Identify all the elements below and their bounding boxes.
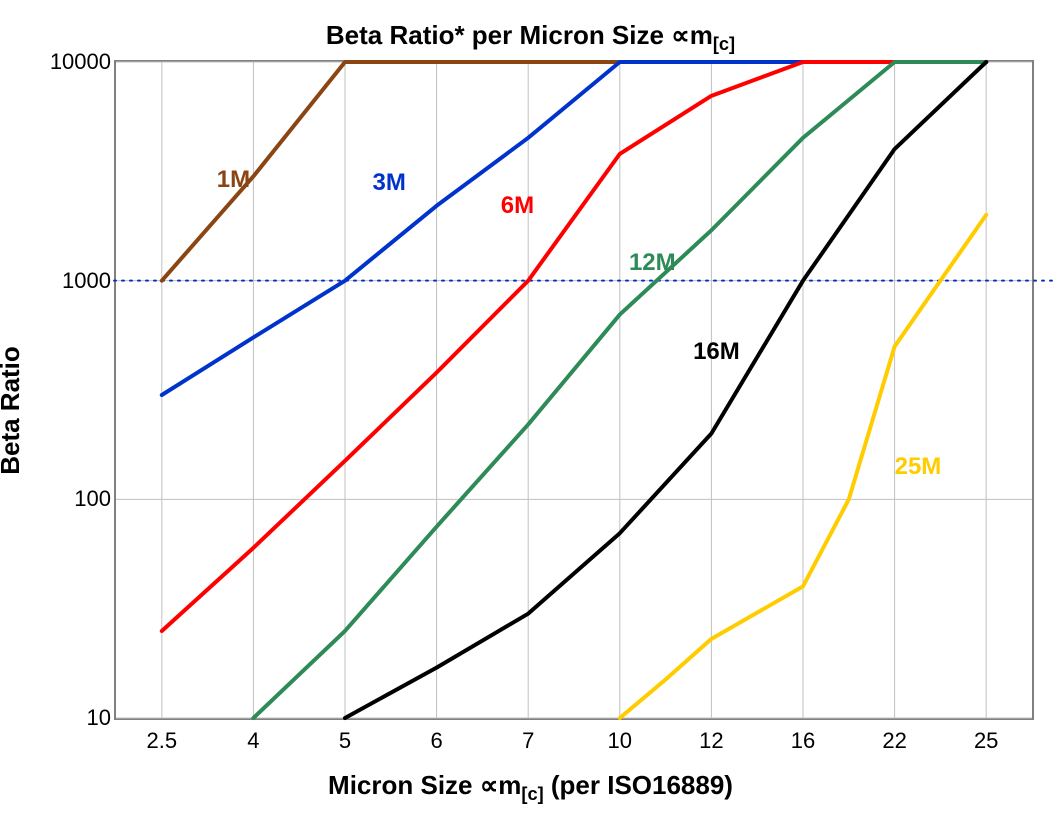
x-tick-label: 7 xyxy=(522,728,534,754)
y-tick-label: 10000 xyxy=(31,49,111,75)
beta-ratio-chart: Beta Ratio* per Micron Size ∝m[c] Beta R… xyxy=(0,0,1061,820)
plot-area: 1M 3M 6M 12M 16M 25M xyxy=(114,60,1034,720)
y-tick-label: 10 xyxy=(31,705,111,731)
y-tick-label: 100 xyxy=(31,486,111,512)
series-line-3M xyxy=(162,62,986,395)
series-label-12M: 12M xyxy=(629,249,676,277)
x-axis-title: Micron Size ∝m[c] (per ISO16889) xyxy=(0,770,1061,805)
chart-title-text: Beta Ratio* per Micron Size ∝m[c] xyxy=(326,20,735,50)
series-label-3M: 3M xyxy=(372,169,405,197)
series-line-16M xyxy=(345,62,986,718)
x-tick-label: 22 xyxy=(882,728,906,754)
series-label-1M: 1M xyxy=(217,166,250,194)
x-tick-label: 2.5 xyxy=(147,728,178,754)
x-axis-title-text: Micron Size ∝m[c] (per ISO16889) xyxy=(328,770,733,800)
x-tick-label: 5 xyxy=(339,728,351,754)
series-line-6M xyxy=(162,62,986,631)
y-axis-title: Beta Ratio xyxy=(0,0,30,820)
series-label-25M: 25M xyxy=(895,453,942,481)
series-line-1M xyxy=(162,62,986,281)
chart-title: Beta Ratio* per Micron Size ∝m[c] xyxy=(0,20,1061,55)
x-tick-label: 16 xyxy=(791,728,815,754)
plot-svg xyxy=(116,62,1032,718)
x-tick-label: 25 xyxy=(974,728,998,754)
y-axis-title-text: Beta Ratio xyxy=(0,346,26,475)
series-label-6M: 6M xyxy=(501,192,534,220)
series-label-16M: 16M xyxy=(693,338,740,366)
x-tick-label: 4 xyxy=(247,728,259,754)
x-tick-label: 10 xyxy=(608,728,632,754)
y-tick-label: 1000 xyxy=(31,268,111,294)
x-tick-label: 6 xyxy=(430,728,442,754)
x-tick-label: 12 xyxy=(699,728,723,754)
